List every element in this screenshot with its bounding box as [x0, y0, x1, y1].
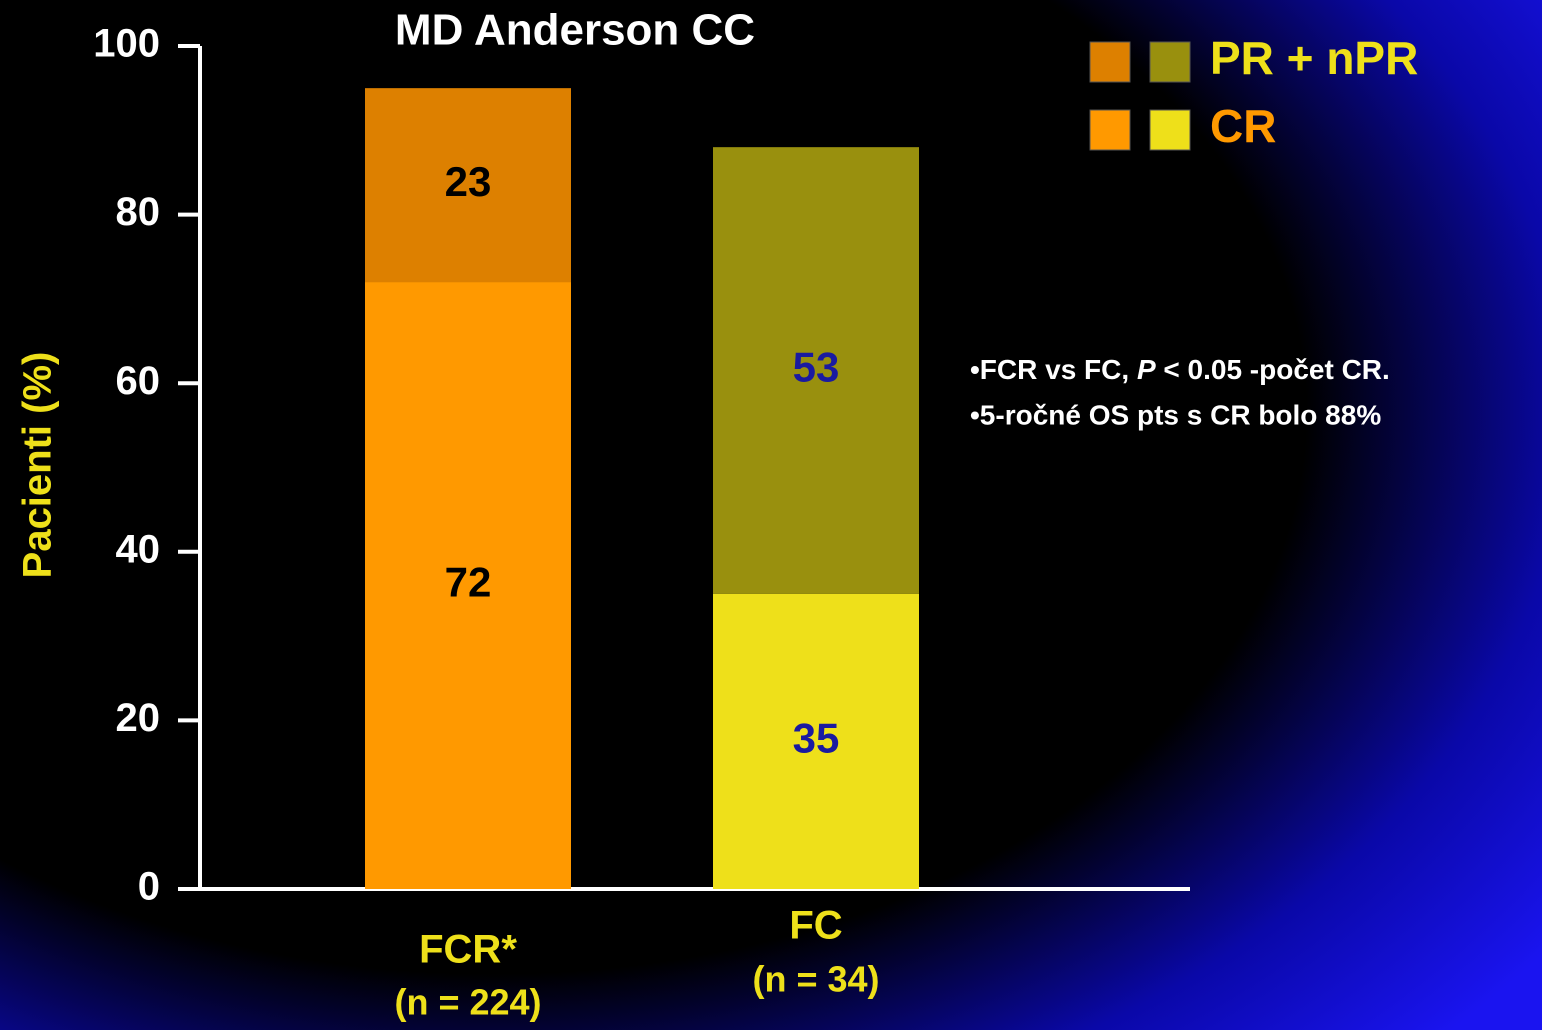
y-tick-label: 40 [116, 527, 161, 571]
x-tick-note: (n = 224) [394, 982, 541, 1023]
annotation: •5-ročné OS pts s CR bolo 88% [970, 399, 1381, 430]
y-tick-label: 0 [138, 865, 160, 909]
x-tick-label: FC [789, 904, 842, 948]
y-axis-label: Pacienti (%) [16, 352, 60, 579]
legend-label: PR + nPR [1210, 32, 1418, 84]
y-tick-label: 20 [116, 696, 161, 740]
x-tick-label: FCR* [419, 928, 517, 972]
y-tick-label: 100 [93, 22, 160, 66]
annotation-part: < 0.05 -počet CR. [1156, 354, 1390, 385]
legend-swatch [1089, 109, 1131, 151]
bar-segment [713, 147, 919, 594]
legend-swatch [1149, 41, 1191, 83]
value-label: 23 [445, 158, 492, 205]
value-label: 53 [793, 344, 840, 391]
annotation-part: •FCR vs FC, [970, 354, 1137, 385]
annotation: •FCR vs FC, P < 0.05 -počet CR. [970, 354, 1390, 385]
value-label: 72 [445, 559, 492, 606]
legend-label: CR [1210, 100, 1276, 152]
chart-title: MD Anderson CC [395, 6, 755, 55]
value-label: 35 [793, 715, 840, 762]
bar-segment [713, 593, 919, 889]
legend-swatch [1149, 109, 1191, 151]
x-tick-note: (n = 34) [752, 959, 879, 1000]
bar-segment [365, 282, 571, 889]
y-tick-label: 80 [116, 190, 161, 234]
y-tick-label: 60 [116, 359, 161, 403]
legend-swatch [1089, 41, 1131, 83]
annotation-part: P [1137, 354, 1156, 385]
bar-segment [365, 88, 571, 283]
